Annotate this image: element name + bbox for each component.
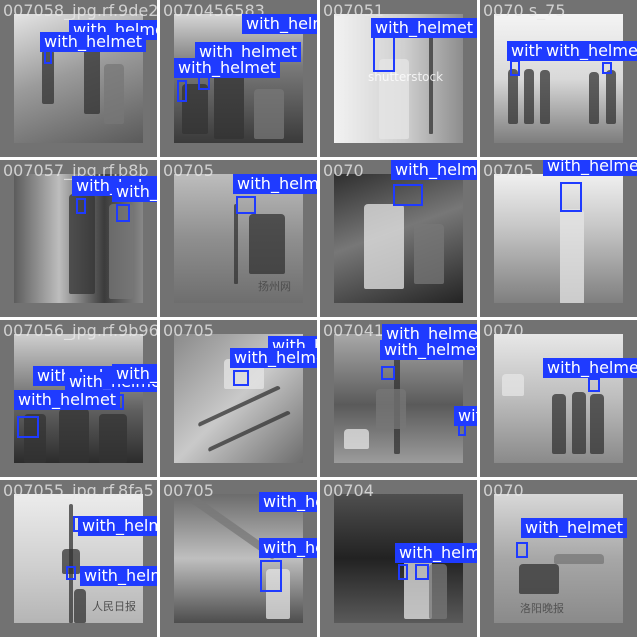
mosaic-tile: 0070 with_helmet [320,160,477,317]
photo-watermark: 人民日报 [92,600,136,613]
detection-box [393,184,423,206]
detection-box [236,196,256,214]
mosaic-tile: 0070 洛阳晚报 with_helmet [480,480,637,637]
detection-box [260,560,282,592]
detection-label: with_helmet [80,566,157,586]
detection-label: with_helmet [14,390,121,410]
mosaic-tile: 00705 with_helmet [480,160,637,317]
detection-label: with_helmet [259,492,317,512]
tile-photo [174,174,303,303]
detection-label: with_helmet [78,516,157,536]
mosaic-tile: 007055_jpg.rf.8fa5 人民日报 with_helmet with… [0,480,157,637]
tile-photo [494,174,623,303]
detection-label: with_helmet [242,14,317,34]
tile-photo [494,14,623,143]
mosaic-tile: 007051 shutterstock with_helmet [320,0,477,157]
detection-box [381,366,395,380]
detection-label: with_helmet [230,348,317,368]
mosaic-tile: 00705 扬州网 with_helmet [160,160,317,317]
detection-box [602,62,612,74]
detection-box [560,182,582,212]
detection-box [516,542,528,558]
detection-box [76,198,86,214]
tile-photo [494,494,623,623]
detection-box [198,76,210,90]
detection-box [373,36,395,72]
photo-watermark: 洛阳晚报 [520,602,564,615]
detection-label: with_helmet [174,58,281,78]
detection-box [17,416,39,438]
photo-watermark: shutterstock [368,70,444,84]
detection-label: with_helmet [542,41,637,61]
detection-box [233,370,249,386]
detection-label: with_helmet [454,406,477,426]
detection-label: with_helmet [195,42,302,62]
tile-photo [174,14,303,143]
detection-label: with_helmet [382,324,477,344]
detection-label: with_helmet [395,543,477,563]
photo-watermark: 扬州网 [258,280,291,293]
mosaic-tile: 007057_jpg.rf.b8b with_helmet with_helme… [0,160,157,317]
detection-label: with_helmet [112,364,157,384]
mosaic-tile: 007058_jpg.rf.9de2 with_helmet with_helm… [0,0,157,157]
tile-photo [334,174,463,303]
detection-box [415,564,429,580]
detection-box [116,204,130,222]
mosaic-tile: 0070 s_75 with_helmet with_helmet [480,0,637,157]
mosaic-tile: 0070 with_helmet [480,320,637,477]
detection-label: with_helmet [371,18,477,38]
detection-label: with_helmet [259,538,317,558]
detection-label: with_helmet [543,358,637,378]
tile-photo [174,494,303,623]
mosaic-tile: 00705 with_helmet with_helmet [160,480,317,637]
detection-box [510,60,520,76]
detection-box [398,564,408,580]
mosaic-tile: 00704 with_helmet [320,480,477,637]
detection-label: with_helmet [521,518,628,538]
mosaic-tile: 007056_jpg.rf.9b96 with_helmet with_helm… [0,320,157,477]
detection-label: with_helmet [40,32,147,52]
detection-box [588,378,600,392]
detection-box [44,50,52,64]
tile-photo [494,334,623,463]
detection-label: with_helmet [233,174,317,194]
detection-box [177,80,187,102]
detection-label: with_helmet [543,160,637,176]
mosaic-tile: 00705 with_helmet with_helmet [160,320,317,477]
mosaic-tile: 007041 with_helmet with_helmet with_helm… [320,320,477,477]
mosaic-tile: 0070456583 with_helmet with_helmet with_… [160,0,317,157]
detection-label: with_helmet [391,160,477,180]
detection-label: with_helmet [380,340,477,360]
detection-box [66,566,76,580]
detection-label: with_helmet [112,182,157,202]
